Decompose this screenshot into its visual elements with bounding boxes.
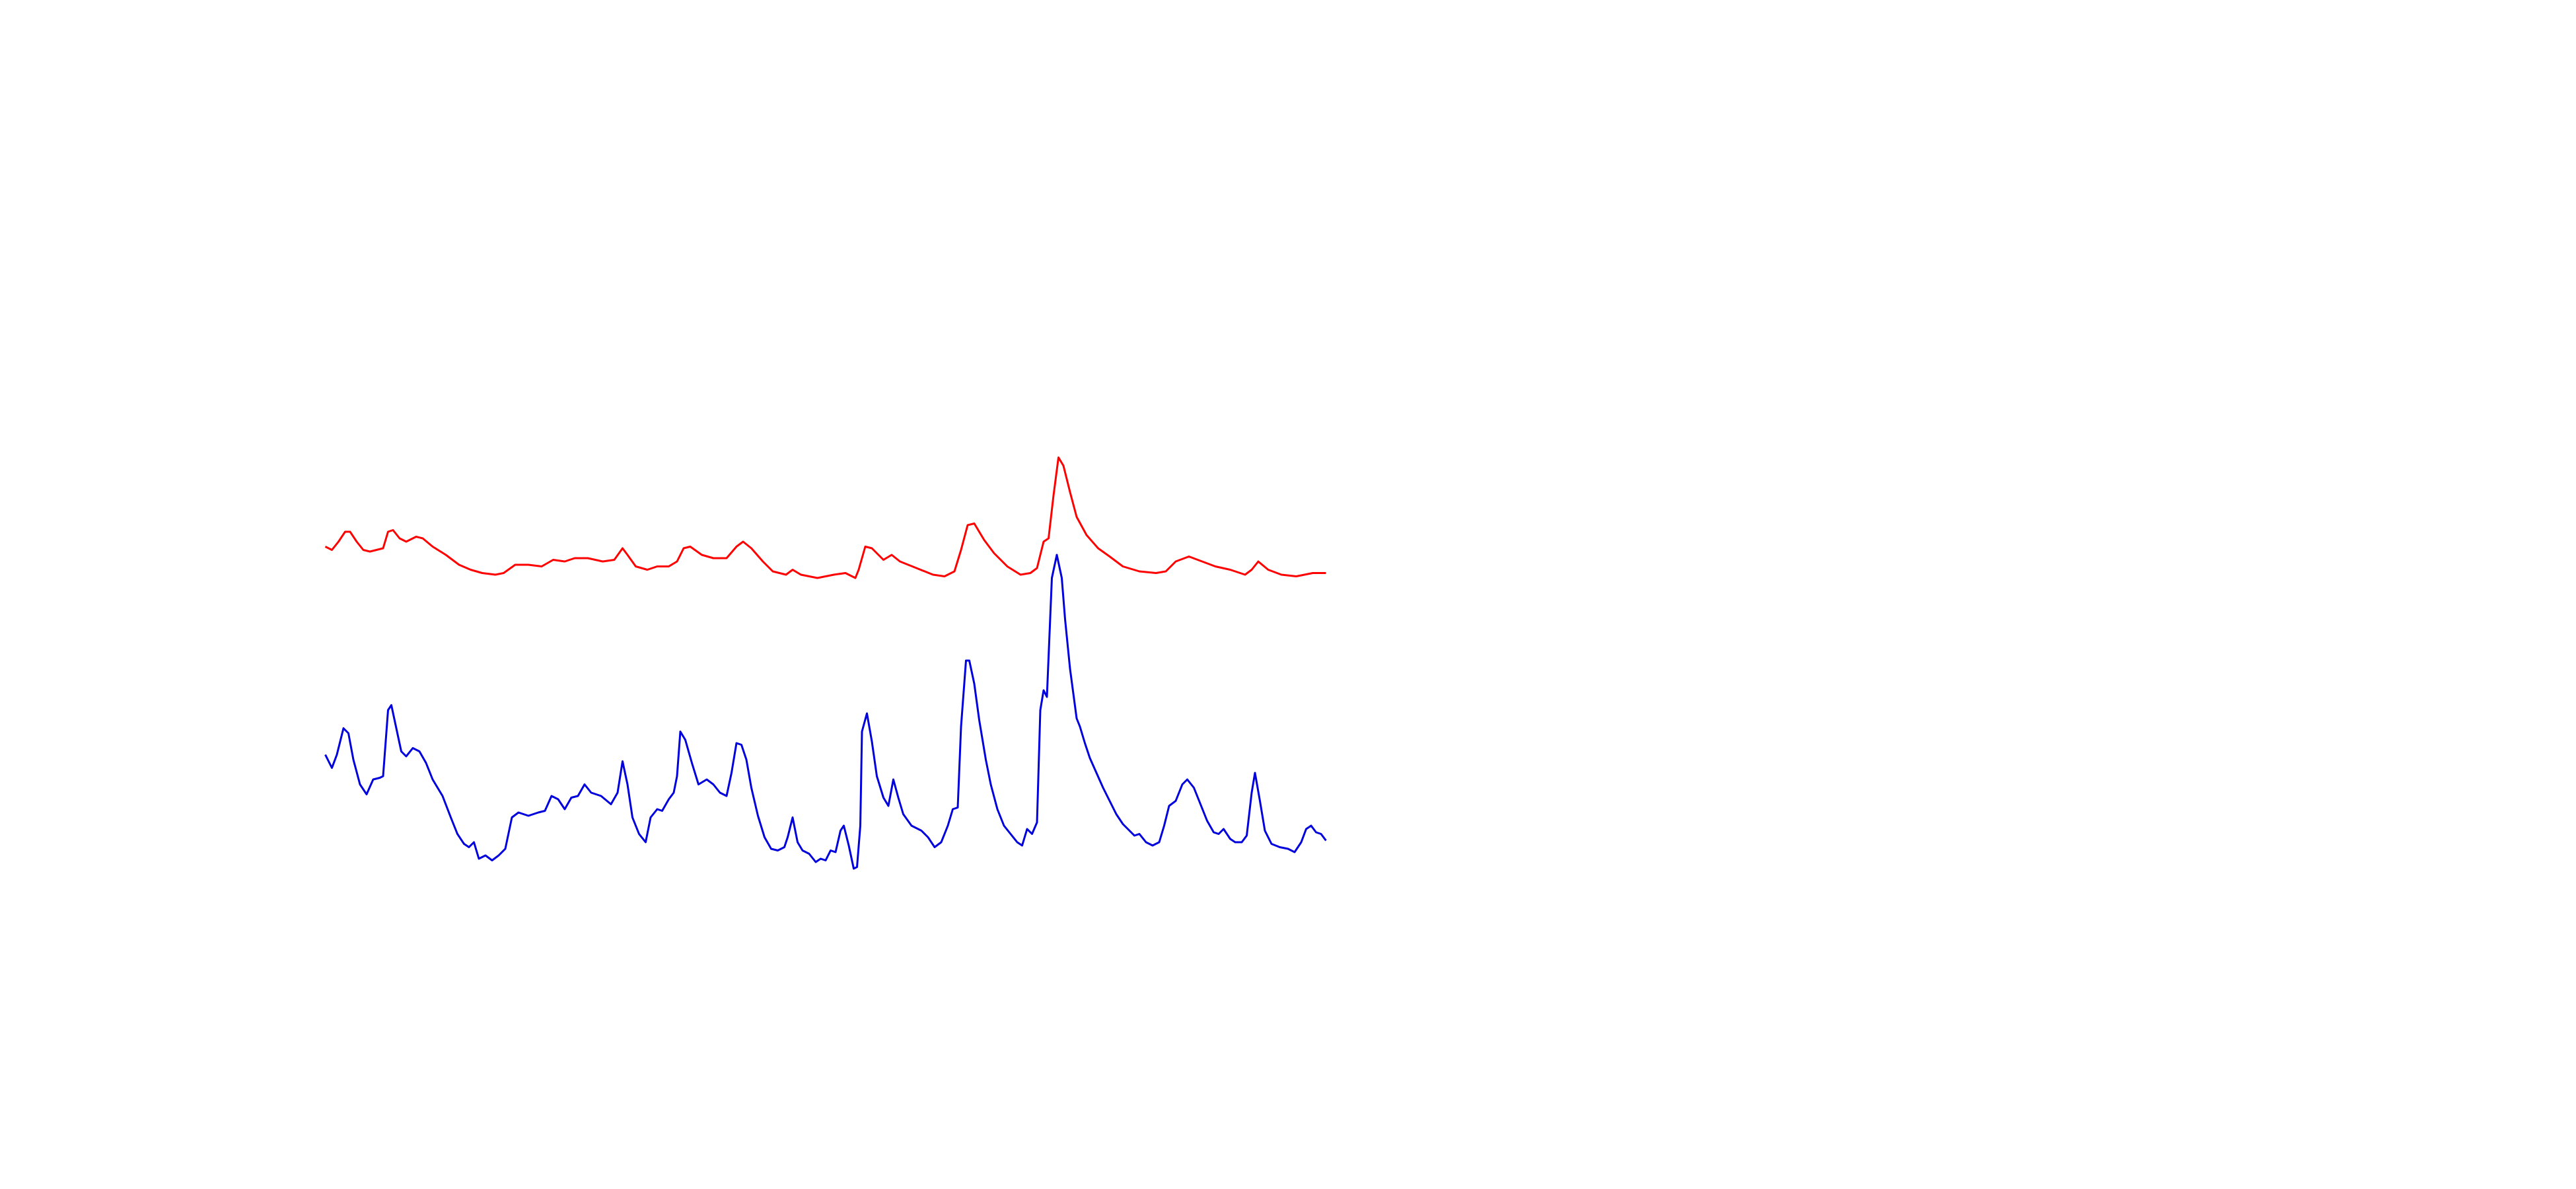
line [324,554,1327,870]
line [324,456,1326,579]
